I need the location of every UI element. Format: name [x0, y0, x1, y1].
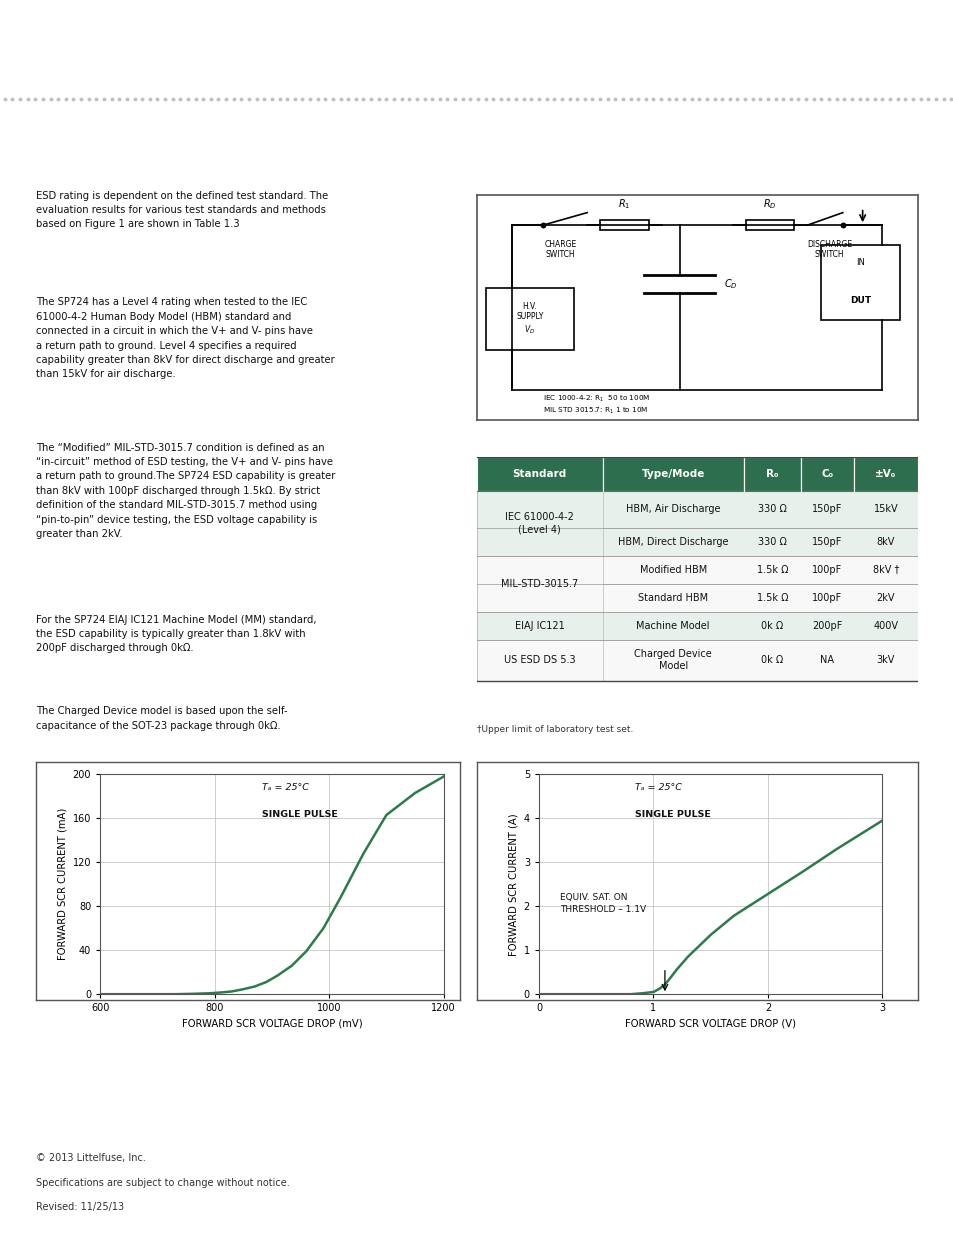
Bar [476, 640, 602, 680]
Text: Revised: 11/25/13: Revised: 11/25/13 [36, 1203, 124, 1213]
Bar [476, 556, 917, 583]
Text: †Upper limit of laboratory test set.: †Upper limit of laboratory test set. [476, 725, 633, 735]
Text: Figure 1:  Electrostatic Discharge Test: Figure 1: Electrostatic Discharge Test [484, 177, 722, 186]
Bar [853, 457, 917, 490]
Text: ESD rating is dependent on the defined test standard. The
evaluation results for: ESD rating is dependent on the defined t… [36, 190, 328, 230]
Y-axis label: FORWARD SCR CURRENT (mA): FORWARD SCR CURRENT (mA) [57, 808, 67, 961]
Bar [476, 490, 602, 556]
Text: DISCHARGE
SWITCH: DISCHARGE SWITCH [806, 240, 851, 259]
Bar [820, 245, 900, 320]
Text: (SPA® Diodes): (SPA® Diodes) [241, 16, 358, 32]
Bar [602, 457, 743, 490]
Text: $R_D$: $R_D$ [762, 198, 776, 211]
Text: $R_1$: $R_1$ [618, 198, 630, 211]
Text: EIAJ IC121: EIAJ IC121 [515, 620, 564, 631]
Bar [476, 583, 917, 611]
Text: Tₐ = 25°C: Tₐ = 25°C [635, 783, 681, 792]
Bar [476, 611, 917, 640]
Text: 200pF: 200pF [811, 620, 841, 631]
Text: 400V: 400V [872, 620, 898, 631]
Bar [476, 556, 602, 611]
Text: HBM, Direct Discharge: HBM, Direct Discharge [618, 537, 728, 547]
Text: MIL STD 3015.7: R$_1$ 1 to 10M: MIL STD 3015.7: R$_1$ 1 to 10M [542, 406, 648, 416]
Text: $C_D$: $C_D$ [723, 277, 737, 290]
Text: The “Modified” MIL-STD-3015.7 condition is defined as an
“in-circuit” method of : The “Modified” MIL-STD-3015.7 condition … [36, 442, 335, 538]
Text: General Purpose ESD Protection - SP724 Series: General Purpose ESD Protection - SP724 S… [62, 53, 356, 67]
Text: TVS Diode Arrays: TVS Diode Arrays [62, 15, 253, 33]
Text: Type/Mode: Type/Mode [640, 469, 704, 479]
Text: Table 1: ESD Test Conditions: Table 1: ESD Test Conditions [484, 438, 662, 448]
Text: 3kV: 3kV [876, 656, 894, 666]
Text: Expertise Applied  |  Answers Delivered: Expertise Applied | Answers Delivered [801, 58, 953, 67]
Text: Modified HBM: Modified HBM [639, 564, 706, 574]
Text: Tₐ = 25°C: Tₐ = 25°C [261, 783, 308, 792]
Text: ESD Capability: ESD Capability [47, 142, 149, 156]
Text: Standard: Standard [512, 469, 566, 479]
Text: 8kV †: 8kV † [872, 564, 898, 574]
Bar [476, 457, 602, 490]
Text: 0k Ω: 0k Ω [760, 656, 782, 666]
Text: Littelfuse®: Littelfuse® [818, 15, 932, 33]
Text: Figure 2: Low Current SCR Forward Voltage Drop Curve: Figure 2: Low Current SCR Forward Voltag… [44, 753, 382, 763]
Text: For the SP724 EIAJ IC121 Machine Model (MM) standard,
the ESD capability is typi: For the SP724 EIAJ IC121 Machine Model (… [36, 615, 316, 653]
Bar [476, 640, 917, 680]
Text: 330 Ω: 330 Ω [757, 537, 786, 547]
Text: H.V.
SUPPLY
$V_D$: H.V. SUPPLY $V_D$ [516, 301, 543, 336]
Text: Standard HBM: Standard HBM [638, 593, 707, 603]
Bar [801, 457, 853, 490]
Text: 1.5k Ω: 1.5k Ω [756, 564, 787, 574]
Bar [767, 2, 822, 61]
Text: MIL-STD-3015.7: MIL-STD-3015.7 [500, 578, 578, 589]
Text: NA: NA [820, 656, 834, 666]
Bar [476, 529, 917, 556]
Text: 100pF: 100pF [811, 593, 841, 603]
Bar [599, 220, 648, 230]
Text: SINGLE PULSE: SINGLE PULSE [261, 809, 337, 819]
Text: 15kV: 15kV [873, 504, 897, 515]
Text: IEC 1000-4-2: R$_1$  50 to 100M: IEC 1000-4-2: R$_1$ 50 to 100M [542, 394, 650, 404]
Text: 1.5k Ω: 1.5k Ω [756, 593, 787, 603]
X-axis label: FORWARD SCR VOLTAGE DROP (V): FORWARD SCR VOLTAGE DROP (V) [624, 1019, 796, 1029]
X-axis label: FORWARD SCR VOLTAGE DROP (mV): FORWARD SCR VOLTAGE DROP (mV) [181, 1019, 362, 1029]
Text: 150pF: 150pF [811, 504, 841, 515]
Text: SINGLE PULSE: SINGLE PULSE [635, 809, 710, 819]
Text: 330 Ω: 330 Ω [757, 504, 786, 515]
Text: 8kV: 8kV [876, 537, 894, 547]
Text: HBM, Air Discharge: HBM, Air Discharge [625, 504, 720, 515]
Text: R₀: R₀ [765, 469, 778, 479]
Text: 100pF: 100pF [811, 564, 841, 574]
Text: US ESD DS 5.3: US ESD DS 5.3 [503, 656, 575, 666]
Text: 150pF: 150pF [811, 537, 841, 547]
Text: The Charged Device model is based upon the self-
capacitance of the SOT-23 packa: The Charged Device model is based upon t… [36, 706, 288, 731]
Text: 2kV: 2kV [876, 593, 894, 603]
Text: Machine Model: Machine Model [636, 620, 709, 631]
Text: Charged Device
Model: Charged Device Model [634, 650, 711, 672]
Text: IN: IN [855, 258, 864, 267]
Text: © 2013 Littelfuse, Inc.: © 2013 Littelfuse, Inc. [36, 1153, 146, 1163]
Bar [476, 611, 602, 640]
Text: 0k Ω: 0k Ω [760, 620, 782, 631]
Text: IEC 61000-4-2
(Level 4): IEC 61000-4-2 (Level 4) [505, 511, 574, 535]
Bar [476, 490, 917, 529]
Text: CHARGE
SWITCH: CHARGE SWITCH [544, 240, 577, 259]
Bar [485, 288, 574, 350]
Text: ±V₀: ±V₀ [874, 469, 896, 479]
Text: EQUIV. SAT. ON
THRESHOLD – 1.1V: EQUIV. SAT. ON THRESHOLD – 1.1V [559, 893, 645, 914]
Y-axis label: FORWARD SCR CURRENT (A): FORWARD SCR CURRENT (A) [508, 813, 517, 956]
Text: Specifications are subject to change without notice.: Specifications are subject to change wit… [36, 1178, 290, 1188]
Bar [745, 220, 794, 230]
Bar [743, 457, 801, 490]
Text: C₀: C₀ [821, 469, 833, 479]
Text: DUT: DUT [849, 295, 870, 305]
Text: The SP724 has a Level 4 rating when tested to the IEC
61000-4-2 Human Body Model: The SP724 has a Level 4 rating when test… [36, 298, 335, 379]
Text: Figure 3:  High Current SCR Forward Voltage Drop Curve: Figure 3: High Current SCR Forward Volta… [484, 753, 830, 763]
